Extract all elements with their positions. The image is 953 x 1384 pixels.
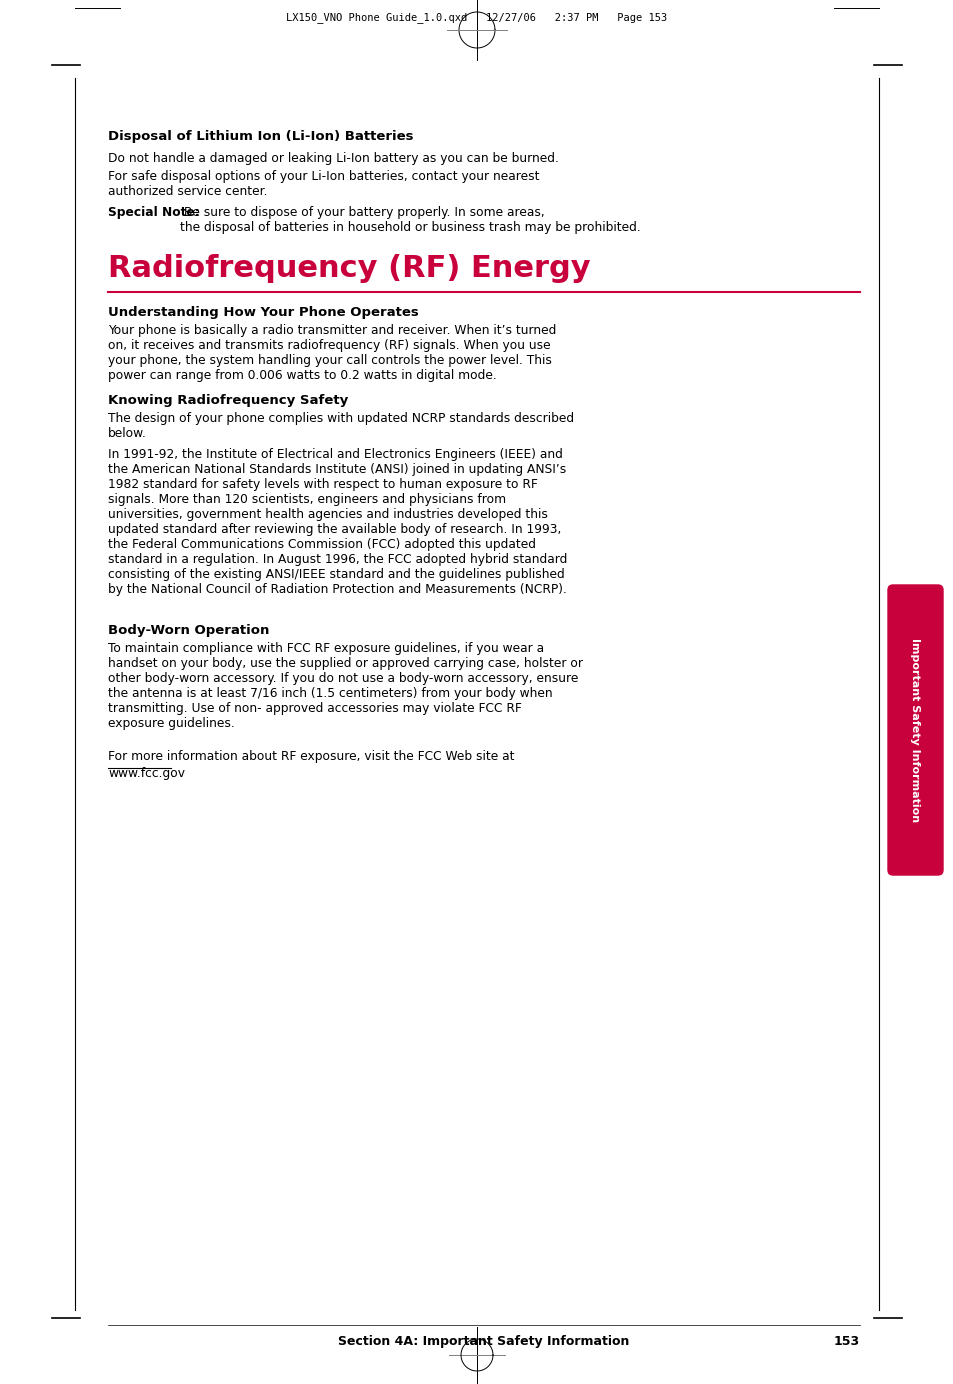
Text: The design of your phone complies with updated NCRP standards described
below.: The design of your phone complies with u… xyxy=(108,412,574,440)
Text: Radiofrequency (RF) Energy: Radiofrequency (RF) Energy xyxy=(108,255,590,282)
Text: For more information about RF exposure, visit the FCC Web site at: For more information about RF exposure, … xyxy=(108,750,514,763)
Text: Body-Worn Operation: Body-Worn Operation xyxy=(108,624,269,637)
Text: Understanding How Your Phone Operates: Understanding How Your Phone Operates xyxy=(108,306,418,318)
Text: LX150_VNO Phone Guide_1.0.qxd   12/27/06   2:37 PM   Page 153: LX150_VNO Phone Guide_1.0.qxd 12/27/06 2… xyxy=(286,12,667,24)
Text: To maintain compliance with FCC RF exposure guidelines, if you wear a
handset on: To maintain compliance with FCC RF expos… xyxy=(108,642,582,729)
Text: For safe disposal options of your Li-Ion batteries, contact your nearest
authori: For safe disposal options of your Li-Ion… xyxy=(108,170,539,198)
Text: Knowing Radiofrequency Safety: Knowing Radiofrequency Safety xyxy=(108,394,348,407)
Text: Section 4A: Important Safety Information: Section 4A: Important Safety Information xyxy=(338,1336,629,1348)
Text: 153: 153 xyxy=(833,1336,859,1348)
Text: Be sure to dispose of your battery properly. In some areas,
the disposal of batt: Be sure to dispose of your battery prope… xyxy=(180,206,640,234)
Text: .: . xyxy=(171,767,174,781)
Text: Your phone is basically a radio transmitter and receiver. When it’s turned
on, i: Your phone is basically a radio transmit… xyxy=(108,324,556,382)
FancyBboxPatch shape xyxy=(887,585,942,875)
Text: Disposal of Lithium Ion (Li-Ion) Batteries: Disposal of Lithium Ion (Li-Ion) Batteri… xyxy=(108,130,413,143)
Text: Special Note:: Special Note: xyxy=(108,206,199,219)
Text: In 1991-92, the Institute of Electrical and Electronics Engineers (IEEE) and
the: In 1991-92, the Institute of Electrical … xyxy=(108,448,567,597)
Text: Important Safety Information: Important Safety Information xyxy=(909,638,920,822)
Text: Do not handle a damaged or leaking Li-Ion battery as you can be burned.: Do not handle a damaged or leaking Li-Io… xyxy=(108,152,558,165)
Text: www.fcc.gov: www.fcc.gov xyxy=(108,767,185,781)
